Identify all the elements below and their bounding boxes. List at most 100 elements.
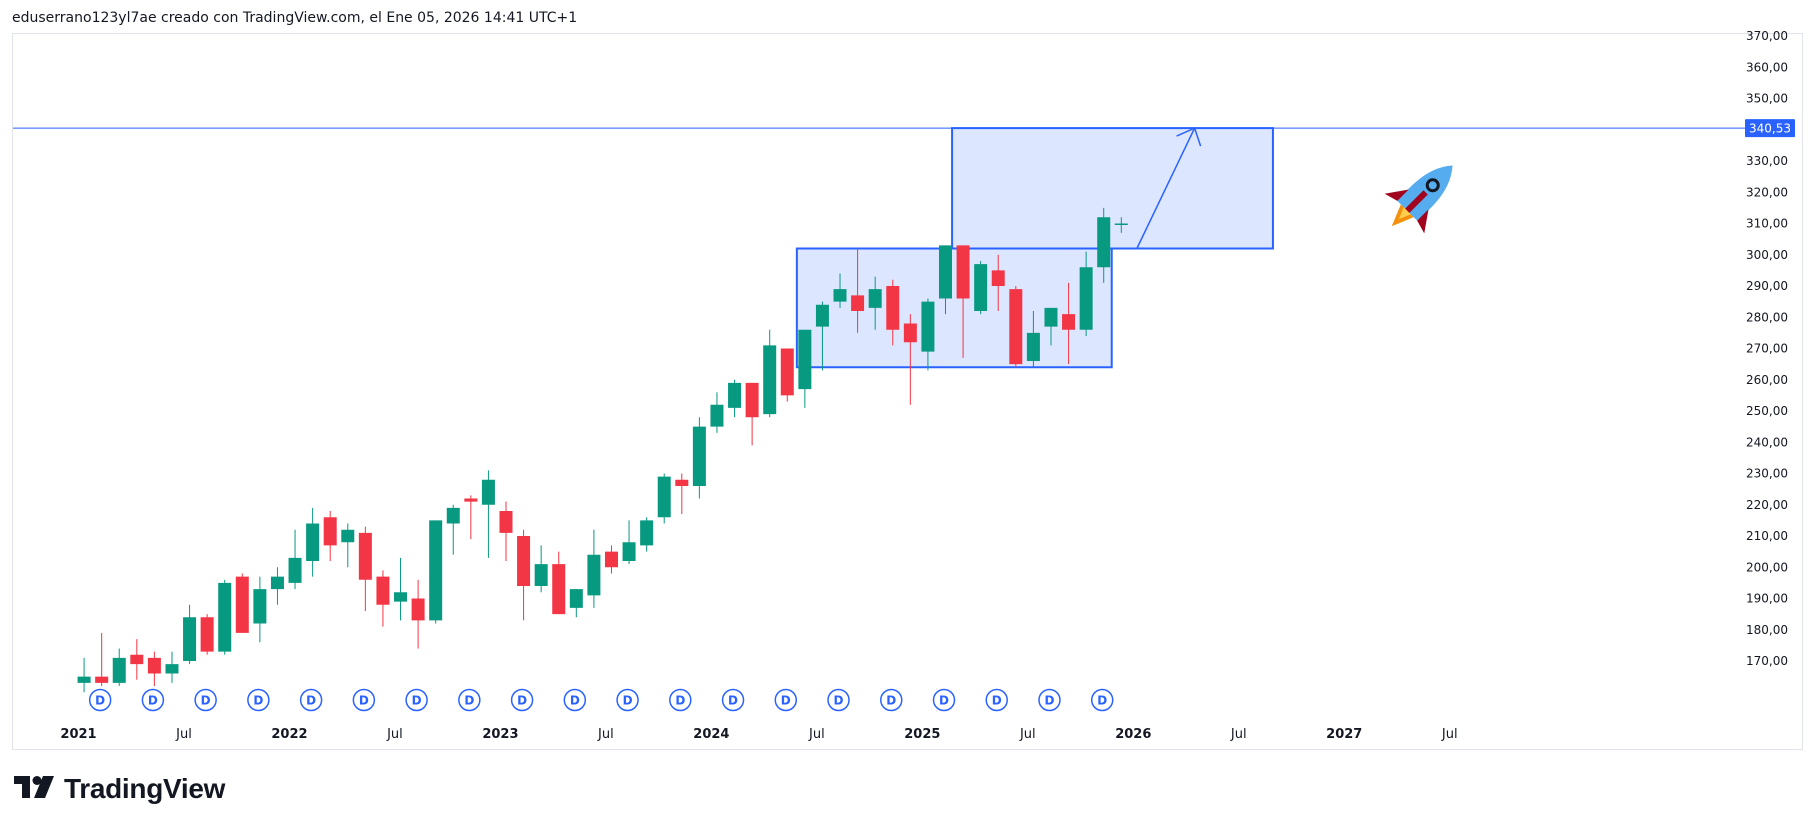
price-tick-label: 280,00 (1746, 310, 1788, 324)
time-tick-label: 2021 (60, 727, 96, 742)
dividend-marker-icon[interactable] (141, 688, 165, 712)
dividend-marker-icon[interactable] (510, 688, 534, 712)
price-tick-label: 370,00 (1746, 29, 1788, 43)
dividend-marker-label: D (412, 694, 422, 708)
candle (851, 248, 865, 333)
candle-body (499, 511, 513, 533)
candle-body (376, 576, 390, 605)
candle-body (1026, 332, 1040, 361)
candle (974, 261, 988, 315)
price-tick-label: 300,00 (1746, 248, 1788, 262)
candle (587, 529, 601, 608)
candle-body (815, 304, 829, 327)
candle-body (235, 576, 249, 633)
candle (833, 273, 847, 308)
candle (692, 417, 706, 499)
dividend-marker-icon[interactable] (774, 688, 798, 712)
dividend-marker-icon[interactable] (827, 688, 850, 712)
candle (903, 314, 917, 405)
dividend-marker-label: D (95, 694, 105, 708)
tradingview-brand[interactable]: TradingView (14, 773, 225, 805)
candle (622, 520, 636, 565)
candle-body (394, 592, 408, 602)
candle (657, 473, 671, 524)
time-tick-label: 2025 (904, 727, 940, 742)
dividend-marker-icon[interactable] (88, 688, 112, 712)
candle (763, 329, 777, 418)
dividend-marker-icon[interactable] (669, 688, 692, 712)
dividend-marker-icon[interactable] (616, 688, 639, 712)
candle (112, 648, 126, 686)
dividend-marker-label: D (517, 694, 527, 708)
candle (95, 632, 109, 686)
candle (534, 545, 548, 593)
candle-body (517, 536, 531, 586)
candle (921, 298, 935, 371)
candle-body (851, 295, 865, 311)
candle-body (921, 301, 935, 352)
candle-body (218, 582, 232, 652)
dividend-marker-label: D (781, 694, 791, 708)
dividend-marker-icon[interactable] (458, 688, 481, 712)
candle-body (587, 554, 601, 596)
candle (464, 495, 478, 540)
candle (165, 651, 179, 683)
candle (341, 523, 355, 568)
candle (1097, 207, 1111, 283)
dividend-marker-icon[interactable] (1038, 688, 1061, 712)
time-tick-label: Jul (808, 727, 825, 742)
price-tick-label: 270,00 (1746, 342, 1788, 356)
dividend-marker-icon[interactable] (194, 688, 217, 712)
dividend-marker-icon[interactable] (721, 688, 745, 712)
dividend-marker-icon[interactable] (405, 688, 428, 712)
price-tick-label: 290,00 (1746, 279, 1788, 293)
candle-body (288, 557, 302, 583)
consolidation-range-box[interactable] (795, 247, 1113, 369)
candle-body (903, 323, 917, 343)
tradingview-logo-icon (14, 775, 54, 803)
candle (394, 557, 408, 621)
candle (1114, 217, 1128, 233)
dividend-marker-icon[interactable] (880, 688, 903, 712)
candle (710, 392, 724, 433)
price-tick-label: 220,00 (1746, 498, 1788, 512)
candle (552, 551, 566, 615)
rocket-icon (1384, 165, 1453, 234)
candle-body (798, 329, 812, 390)
candle-body (1114, 223, 1128, 225)
candle-body (868, 289, 882, 308)
candle (956, 245, 970, 358)
candle (815, 301, 829, 371)
dividend-marker-icon[interactable] (563, 688, 587, 712)
price-line-badge[interactable] (1745, 119, 1795, 138)
dividend-marker-label: D (1097, 694, 1107, 708)
candle (77, 657, 91, 693)
dividend-marker-icon[interactable] (352, 688, 376, 712)
projection-arrow[interactable] (1136, 127, 1196, 249)
brand-name: TradingView (64, 773, 226, 804)
price-tick-label: 310,00 (1746, 217, 1788, 231)
dividend-marker-icon[interactable] (247, 688, 270, 712)
price-tick-label: 350,00 (1746, 92, 1788, 106)
candle-body (604, 551, 618, 568)
candle-body (270, 576, 284, 590)
chart-area[interactable] (12, 33, 1803, 750)
candle (323, 511, 337, 561)
candle-body (411, 598, 425, 621)
candle (640, 517, 654, 552)
dividend-marker-icon[interactable] (299, 688, 323, 712)
candle-body (833, 289, 847, 302)
dividend-marker-label: D (675, 694, 685, 708)
candle (745, 382, 759, 446)
time-tick-label: Jul (1441, 727, 1458, 742)
candle (200, 614, 214, 655)
dividend-marker-icon[interactable] (985, 688, 1008, 712)
candle-body (569, 589, 583, 608)
candle (1009, 286, 1023, 368)
dividend-marker-icon[interactable] (932, 688, 956, 712)
candle (288, 529, 302, 590)
target-projection-box[interactable] (951, 127, 1274, 250)
dividend-marker-label: D (464, 694, 474, 708)
dividend-marker-label: D (359, 694, 369, 708)
dividend-marker-icon[interactable] (1090, 688, 1114, 712)
